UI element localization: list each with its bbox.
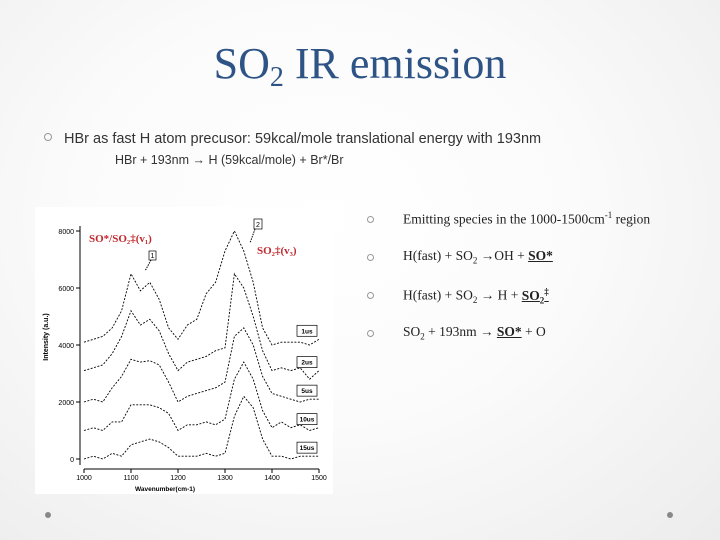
series-label-box xyxy=(296,324,318,337)
bullet-icon xyxy=(367,216,374,223)
series-label-box xyxy=(296,441,318,454)
annotation-left: SO*/SO₂‡(v₁) xyxy=(89,233,152,245)
marker-label: 1 xyxy=(151,253,155,260)
x-tick-label: 1300 xyxy=(217,475,233,482)
y-tick-label: 2000 xyxy=(58,400,74,407)
item-text: + 193nm → xyxy=(424,324,497,339)
series-label: 5us xyxy=(301,388,313,395)
product-sup: ‡ xyxy=(544,286,549,296)
series-5us xyxy=(83,327,319,403)
series-10us xyxy=(83,361,320,432)
bullet-icon xyxy=(367,292,374,299)
marker-arrow xyxy=(249,228,256,244)
item-sub: 2 xyxy=(472,295,478,306)
slide-title: SO2 IR emission xyxy=(0,38,720,94)
item-text: H(fast) + SO xyxy=(403,248,473,263)
item-text: → H + xyxy=(477,287,522,303)
item-tail: region xyxy=(612,211,651,227)
series-label: 2us xyxy=(301,360,313,367)
x-tick-label: 1200 xyxy=(170,475,186,482)
series-1us xyxy=(83,229,320,346)
title-rest: IR emission xyxy=(283,39,507,88)
y-tick-label: 6000 xyxy=(58,286,74,293)
spectrum-chart: 0 2000 4000 6000 8000 1000 1100 1200 1300 1400 150… xyxy=(43,218,327,493)
bullet-icon xyxy=(367,330,374,337)
marker-box xyxy=(148,250,157,261)
series-label: 15us xyxy=(300,445,315,452)
list-item: H(fast) + SO2 → H + SO2‡ xyxy=(367,286,650,324)
x-tick-label: 1400 xyxy=(264,475,280,482)
corner-dot xyxy=(45,512,51,518)
x-tick-label: 1000 xyxy=(76,475,92,482)
bullet-icon xyxy=(44,133,52,141)
item-product: SO2‡ xyxy=(521,286,549,306)
emitting-species-list: Emitting species in the 1000-1500cm-1 re… xyxy=(367,210,650,362)
item-text: + O xyxy=(521,324,546,339)
annotation-right: SO₂‡(v₃) xyxy=(257,245,297,257)
x-tick-label: 1500 xyxy=(311,475,327,482)
bullet-hbr: HBr as fast H atom precusor: 59kcal/mole… xyxy=(44,131,541,147)
corner-dot xyxy=(667,512,673,518)
series-label-box xyxy=(296,413,318,425)
item-text: →OH + xyxy=(477,248,529,263)
sub-bullet-reaction: HBr + 193nm → H (59kcal/mole) + Br*/Br xyxy=(115,153,344,167)
series-2us xyxy=(83,272,320,380)
y-tick-label: 4000 xyxy=(58,343,74,350)
x-axis-label: Wavenumber(cm-1) xyxy=(135,486,195,493)
title-text: SO xyxy=(213,39,270,88)
product-text: SO xyxy=(521,287,540,303)
marker-arrow xyxy=(144,259,152,272)
list-item: SO2 + 193nm → SO* + O xyxy=(367,324,650,362)
y-tick-label: 8000 xyxy=(58,229,74,236)
bullet-text: HBr as fast H atom precusor: 59kcal/mole… xyxy=(64,131,542,147)
marker-label: 2 xyxy=(256,222,260,229)
item-text: H(fast) + SO xyxy=(403,287,473,303)
marker-box xyxy=(253,218,263,230)
series-label: 10us xyxy=(300,417,315,424)
spectrum-figure: 0 2000 4000 6000 8000 1000 1100 1200 1300 1400 150… xyxy=(35,207,333,494)
item-sub: 2 xyxy=(472,255,478,266)
product-sub: 2 xyxy=(539,295,545,306)
item-sup: -1 xyxy=(604,210,613,220)
item-product: SO* xyxy=(496,324,522,339)
item-sub: 2 xyxy=(420,331,425,342)
series-label-box xyxy=(296,356,318,368)
series-label: 1us xyxy=(301,328,313,335)
y-tick-label: 0 xyxy=(70,457,74,464)
title-subscript: 2 xyxy=(269,62,284,93)
series-15us xyxy=(83,395,319,460)
y-axis-label: Intensity (a.u.) xyxy=(43,313,50,360)
list-item: Emitting species in the 1000-1500cm-1 re… xyxy=(367,210,650,248)
bullet-icon xyxy=(367,254,374,261)
item-text: Emitting species in the 1000-1500cm xyxy=(403,211,605,227)
item-product: SO* xyxy=(528,248,553,263)
series-label-box xyxy=(296,384,318,397)
x-tick-label: 1100 xyxy=(123,475,138,482)
list-item: H(fast) + SO2 →OH + SO* xyxy=(367,248,650,286)
item-text: SO xyxy=(403,324,421,339)
